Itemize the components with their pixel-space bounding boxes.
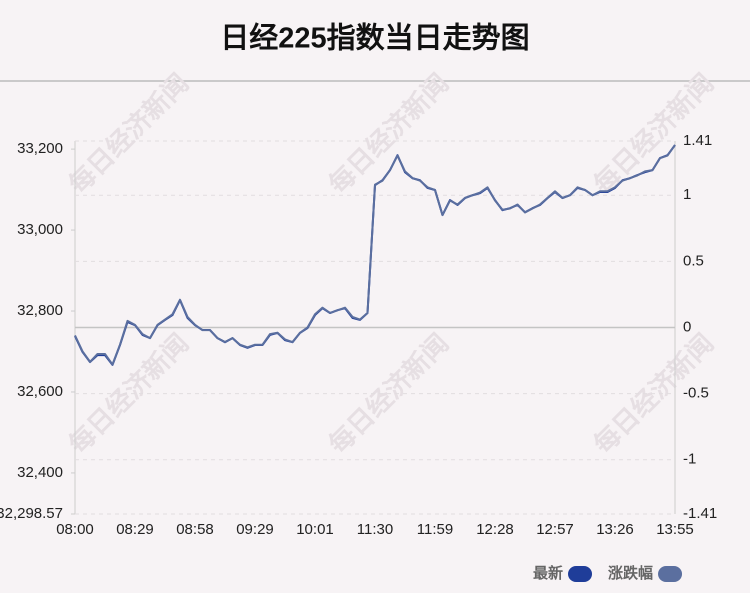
x-tick-label: 09:29 xyxy=(236,521,274,538)
legend-swatch xyxy=(658,566,683,582)
y2-tick-label: 1.41 xyxy=(683,132,712,149)
x-tick-label: 13:26 xyxy=(596,521,634,538)
y2-tick-label: -1.41 xyxy=(683,505,717,522)
y-tick-label: 32,600 xyxy=(17,383,63,400)
x-tick-label: 08:00 xyxy=(56,521,94,538)
y2-tick-label: 0.5 xyxy=(683,252,704,269)
y-tick-label: 32,400 xyxy=(17,464,63,481)
x-tick-label: 08:29 xyxy=(116,521,154,538)
legend-label: 最新 xyxy=(533,564,563,582)
x-tick-label: 11:30 xyxy=(357,521,393,538)
y2-tick-label: -0.5 xyxy=(683,385,709,402)
y-tick-label: 32,800 xyxy=(17,302,63,319)
y-tick-label: 33,200 xyxy=(17,140,63,157)
x-tick-label: 12:57 xyxy=(536,521,574,538)
x-tick-label: 12:28 xyxy=(476,521,514,538)
x-tick-label: 11:59 xyxy=(417,521,453,538)
line-series xyxy=(74,144,676,366)
x-tick-label: 10:01 xyxy=(296,521,334,538)
y-tick-label: 32,298.57 xyxy=(0,505,63,522)
x-tick-label: 08:58 xyxy=(176,521,214,538)
y-tick-label: 33,000 xyxy=(17,221,63,238)
legend-label: 涨跌幅 xyxy=(608,564,653,582)
y2-tick-label: 0 xyxy=(683,318,691,335)
legend-swatch xyxy=(568,566,593,582)
y2-tick-label: -1 xyxy=(683,451,696,468)
chart-title: 日经225指数当日走势图 xyxy=(220,21,529,55)
x-tick-label: 13:55 xyxy=(656,521,694,538)
y2-tick-label: 1 xyxy=(683,186,691,203)
